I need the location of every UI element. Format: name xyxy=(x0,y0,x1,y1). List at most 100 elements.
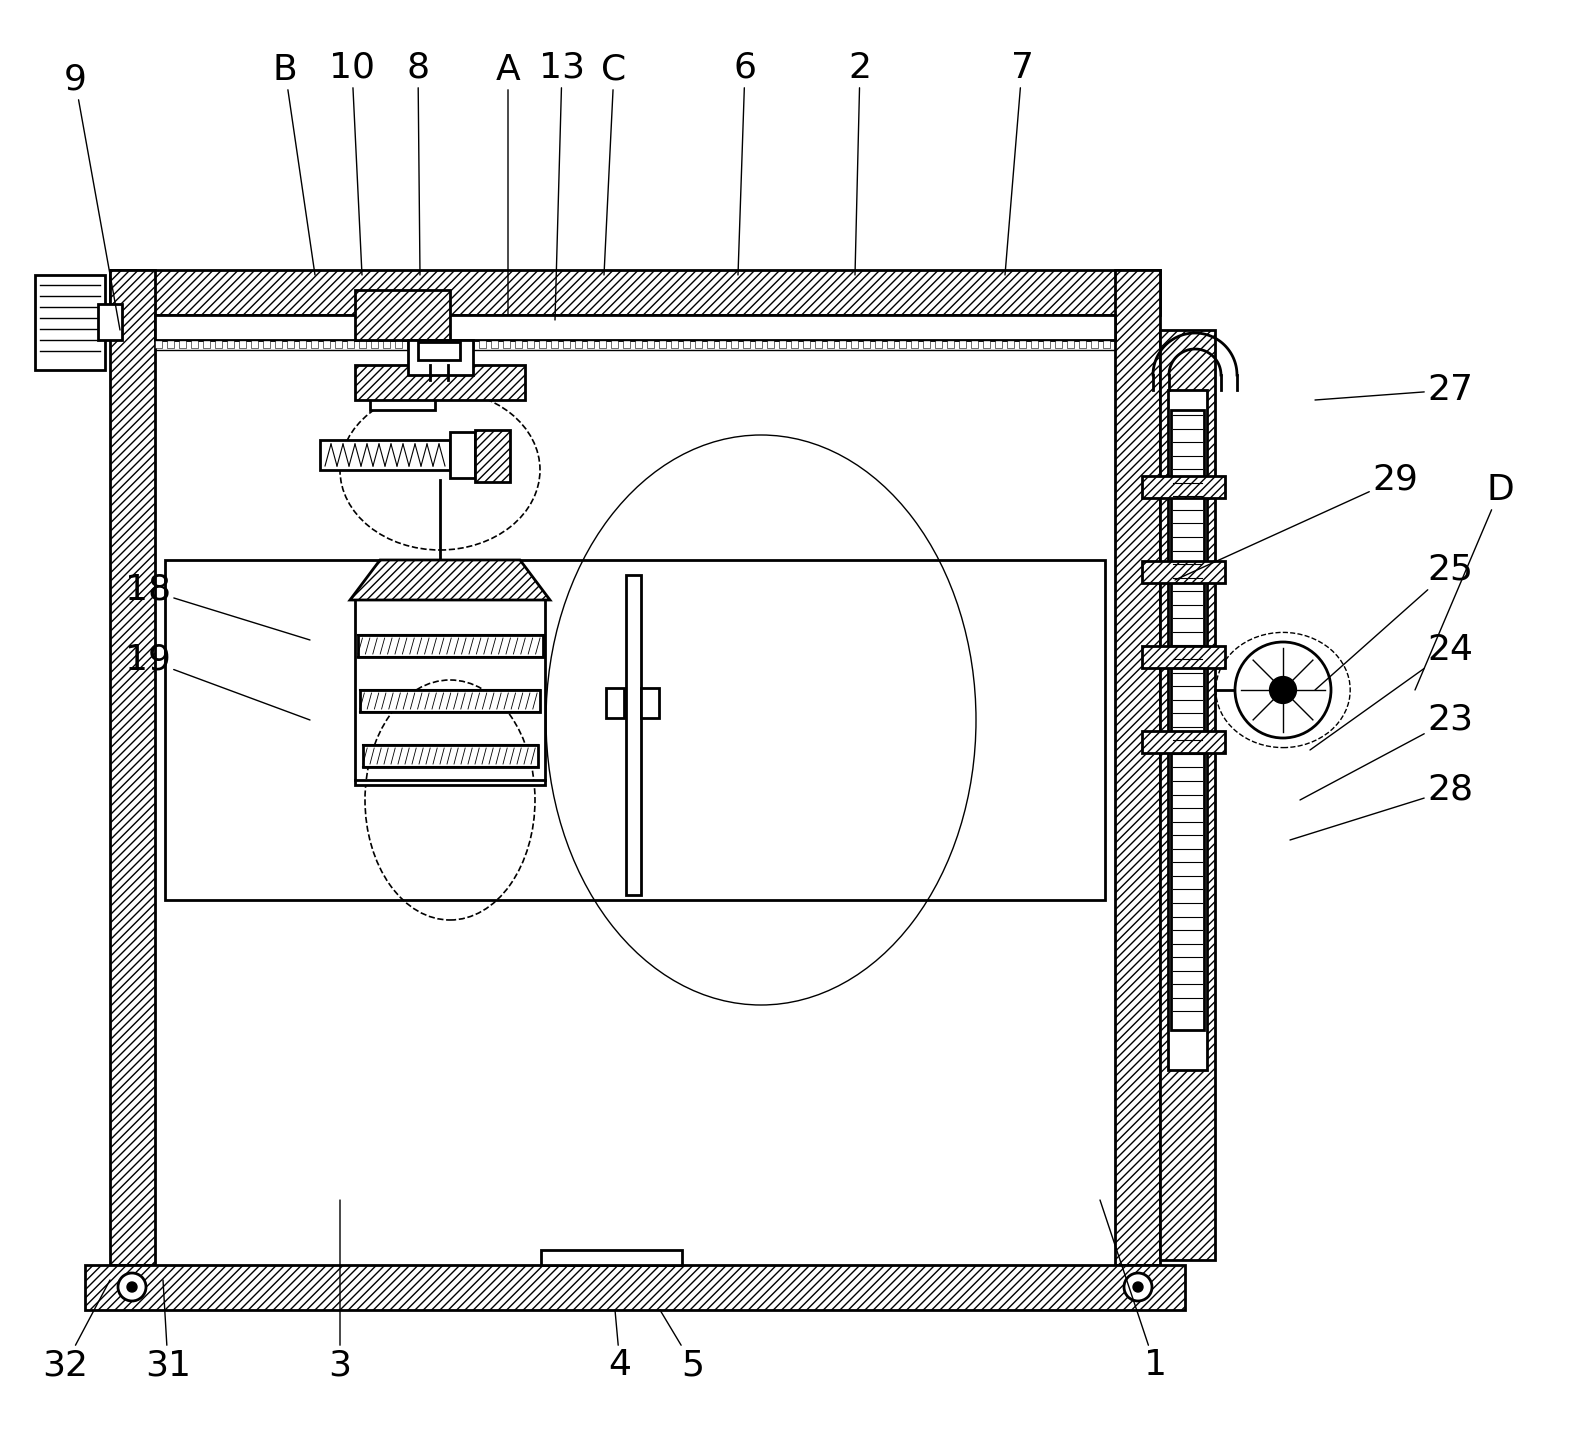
Bar xyxy=(190,340,198,348)
Bar xyxy=(479,340,486,348)
Bar xyxy=(359,340,367,348)
Bar xyxy=(863,340,870,348)
Bar xyxy=(110,270,1160,314)
Bar xyxy=(982,340,990,348)
Text: D: D xyxy=(1416,472,1514,691)
Bar xyxy=(298,340,306,348)
Bar xyxy=(659,340,667,348)
Bar xyxy=(624,340,630,348)
Bar xyxy=(995,340,1003,348)
Text: 24: 24 xyxy=(1309,633,1473,750)
Text: 25: 25 xyxy=(1316,553,1473,691)
Circle shape xyxy=(1133,1282,1143,1292)
Bar xyxy=(275,340,282,348)
Text: 9: 9 xyxy=(63,63,121,330)
Bar xyxy=(156,314,1116,340)
Bar xyxy=(408,340,473,375)
Bar xyxy=(947,340,954,348)
Bar xyxy=(695,340,701,348)
Bar xyxy=(959,340,966,348)
Bar xyxy=(874,340,882,348)
Bar xyxy=(1066,340,1074,348)
Text: 23: 23 xyxy=(1300,704,1473,800)
Circle shape xyxy=(117,1272,146,1301)
Bar xyxy=(35,276,105,370)
Bar xyxy=(641,688,659,718)
Text: 13: 13 xyxy=(540,52,586,320)
Text: B: B xyxy=(273,53,314,276)
Bar xyxy=(1143,731,1225,752)
Bar xyxy=(455,340,462,348)
Bar xyxy=(625,574,641,895)
Bar xyxy=(240,340,246,348)
Bar xyxy=(359,635,543,658)
Bar xyxy=(382,340,390,348)
Text: 19: 19 xyxy=(125,643,309,719)
Bar xyxy=(1168,391,1208,1070)
Bar xyxy=(1008,340,1014,348)
Bar xyxy=(227,340,235,348)
Bar xyxy=(263,340,270,348)
Bar xyxy=(527,340,535,348)
Bar xyxy=(355,365,525,401)
Bar xyxy=(541,1249,682,1265)
Circle shape xyxy=(1270,676,1297,704)
Text: 32: 32 xyxy=(41,1279,110,1381)
Bar xyxy=(443,340,451,348)
Bar xyxy=(611,340,619,348)
Bar xyxy=(924,340,930,348)
Bar xyxy=(98,304,122,340)
Bar xyxy=(311,340,319,348)
Bar xyxy=(324,340,330,348)
Bar xyxy=(790,340,798,348)
Bar xyxy=(360,691,540,712)
Bar xyxy=(335,340,343,348)
Bar xyxy=(719,340,727,348)
Bar xyxy=(1171,411,1205,1030)
Bar xyxy=(516,340,522,348)
Bar xyxy=(503,340,509,348)
Bar xyxy=(1055,340,1062,348)
Bar xyxy=(475,429,509,482)
Bar xyxy=(827,340,835,348)
Bar xyxy=(287,340,294,348)
Text: 3: 3 xyxy=(329,1200,351,1381)
Bar xyxy=(110,270,156,1265)
Bar xyxy=(370,391,435,411)
Bar xyxy=(363,745,538,767)
Bar xyxy=(1032,340,1038,348)
Bar xyxy=(321,439,451,470)
Text: 1: 1 xyxy=(1100,1200,1166,1381)
Text: A: A xyxy=(495,53,521,314)
Bar xyxy=(779,340,786,348)
Bar xyxy=(167,340,175,348)
Bar xyxy=(406,340,414,348)
Bar xyxy=(587,340,594,348)
Bar xyxy=(203,340,209,348)
Bar xyxy=(732,340,738,348)
Bar xyxy=(467,340,475,348)
Text: 2: 2 xyxy=(849,52,871,276)
Bar xyxy=(1116,270,1160,1265)
Text: 8: 8 xyxy=(406,52,430,276)
Bar xyxy=(1160,330,1216,1259)
Circle shape xyxy=(1124,1272,1152,1301)
Bar xyxy=(1019,340,1027,348)
Bar xyxy=(371,340,378,348)
Bar xyxy=(1090,340,1098,348)
Bar xyxy=(911,340,919,348)
Bar xyxy=(851,340,859,348)
Bar xyxy=(598,340,606,348)
Text: 31: 31 xyxy=(144,1279,190,1381)
Bar xyxy=(1143,475,1225,498)
Bar xyxy=(647,340,654,348)
Bar xyxy=(803,340,811,348)
Bar xyxy=(971,340,978,348)
Bar xyxy=(490,340,498,348)
Bar xyxy=(417,342,460,360)
Bar xyxy=(451,432,475,478)
Bar xyxy=(682,340,690,348)
Bar xyxy=(86,1265,1185,1310)
Bar xyxy=(635,340,643,348)
Bar xyxy=(840,340,846,348)
